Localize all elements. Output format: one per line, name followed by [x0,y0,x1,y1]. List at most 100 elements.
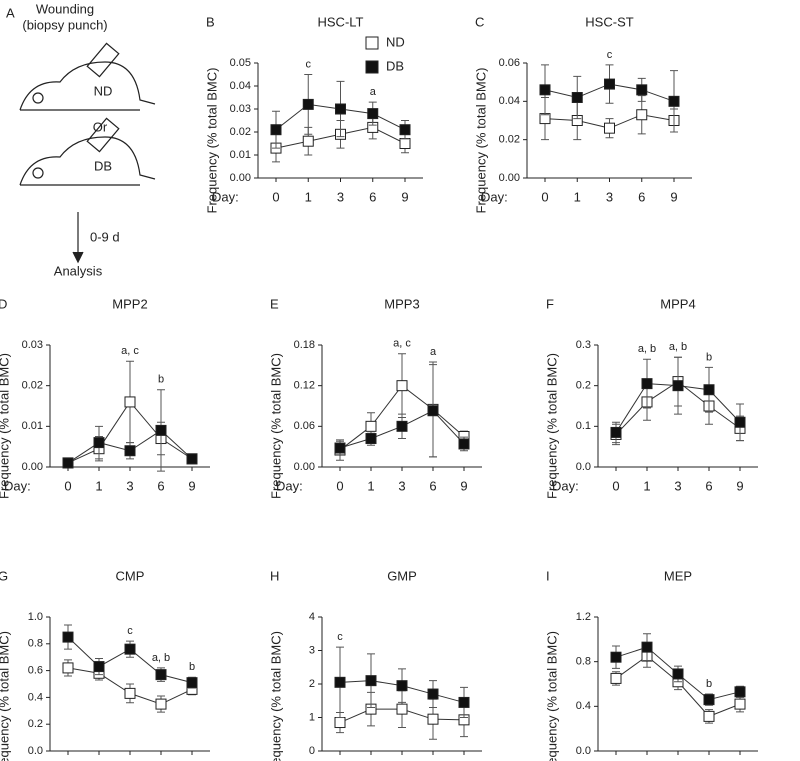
marker [302,135,314,147]
y-axis-label: Frequency (% total BMC) [204,68,219,214]
diagram-text: ND [94,83,113,98]
annotation: b [158,374,164,386]
x-tick-label: 1 [95,478,102,493]
marker [399,138,411,149]
mouse-ear [32,92,44,104]
legend-marker [365,36,379,50]
marker [396,380,408,392]
marker [641,378,653,390]
x-tick-label: 1 [574,189,581,204]
marker [124,445,136,457]
x-tick-label: 0 [64,478,71,493]
y-tick-label: 0.04 [230,80,251,92]
mouse-body [19,61,156,111]
x-tick-label: 3 [674,478,681,493]
panel-letter: D [0,296,7,311]
y-tick-label: 0.6 [28,665,43,677]
y-axis-label: Frequency (% total BMC) [268,353,283,499]
x-axis-label: Day: [552,478,579,493]
annotation: a, b [152,652,170,664]
panel-letter: A [6,5,15,20]
annotation: b [706,351,712,363]
legend-label: ND [386,34,405,49]
marker [334,442,346,454]
marker [186,453,198,465]
marker [124,687,136,699]
marker [186,677,198,689]
marker [124,396,136,408]
x-tick-label: 6 [638,189,645,204]
x-tick-label: 9 [736,478,743,493]
x-axis-label: Day: [276,478,303,493]
marker [427,405,439,417]
panel-letter: F [546,296,554,311]
marker [458,438,470,450]
chart-title: GMP [387,568,417,583]
marker [302,98,314,110]
y-tick-label: 0.00 [22,461,43,473]
y-tick-label: 0.00 [230,172,251,184]
panel-letter: B [206,14,215,29]
marker [610,672,622,684]
panel-letter: G [0,568,8,583]
y-axis-label: Frequency (% total BMC) [544,353,559,499]
marker [571,92,583,103]
marker [365,675,377,687]
marker [734,416,746,428]
marker [93,661,105,673]
marker [610,651,622,663]
legend-label: DB [386,58,404,73]
marker [62,457,74,469]
chart-title: MEP [664,568,692,583]
y-tick-label: 0.2 [576,380,591,392]
y-axis-label: Frequency (% total BMC) [0,631,11,761]
marker [636,109,648,121]
y-axis-label: Frequency (% total BMC) [0,353,11,499]
x-tick-label: 1 [367,478,374,493]
y-axis-label: Frequency (% total BMC) [268,631,283,761]
diagram-text: 0-9 d [90,229,120,244]
y-tick-label: 1.0 [28,611,43,623]
chart-title: MPP4 [660,296,695,311]
x-tick-label: 9 [460,478,467,493]
marker [155,424,167,436]
annotation: a, b [638,343,656,355]
x-axis-label: Day: [4,478,31,493]
x-tick-label: 3 [126,478,133,493]
y-tick-label: 0.0 [576,745,591,757]
marker [703,710,715,722]
annotation: a [430,346,437,358]
marker [668,95,680,107]
x-tick-label: 0 [272,189,279,204]
y-tick-label: 2 [309,678,315,690]
marker [155,669,167,681]
y-tick-label: 0.05 [230,57,251,69]
annotation: a, c [393,338,411,350]
diagram-text: Wounding [36,1,94,16]
marker [93,437,105,449]
x-tick-label: 6 [157,478,164,493]
marker [734,686,746,698]
diagram-text: (biopsy punch) [22,17,107,32]
x-axis-label: Day: [481,189,508,204]
y-tick-label: 0.01 [22,420,43,432]
annotation: a [370,86,377,98]
y-tick-label: 1.2 [576,611,591,623]
marker [367,108,379,120]
marker [734,698,746,710]
marker [703,694,715,706]
y-tick-label: 0.3 [576,339,591,351]
marker [396,680,408,692]
chart-title: CMP [116,568,145,583]
marker [399,124,411,136]
y-tick-label: 3 [309,644,315,656]
chart-title: HSC-LT [318,14,364,29]
x-tick-label: 1 [305,189,312,204]
mouse-ear [32,167,44,179]
y-tick-label: 0.00 [294,461,315,473]
annotation: c [127,625,133,637]
y-tick-label: 0.03 [22,339,43,351]
y-tick-label: 0.8 [576,656,591,668]
punch [86,42,120,78]
